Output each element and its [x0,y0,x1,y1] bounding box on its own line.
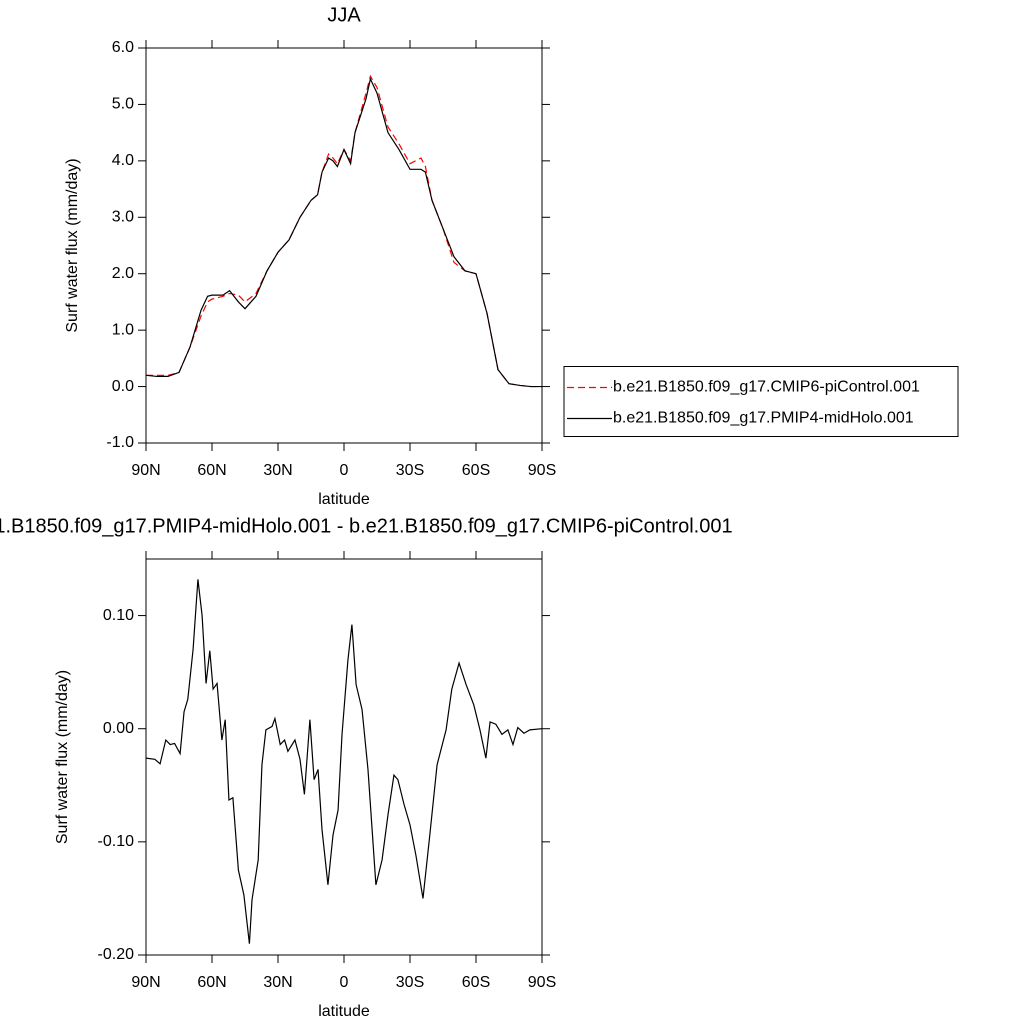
y-tick-label: 1.0 [112,321,134,338]
y-tick-label: 4.0 [112,152,134,169]
x-tick-label: 30S [396,462,424,479]
y-axis-label: Surf water flux (mm/day) [64,158,81,332]
x-tick-label: 30N [263,462,292,479]
y-tick-label: 6.0 [112,39,134,56]
plot-frame [145,47,543,444]
y-tick-label: 3.0 [112,209,134,226]
x-axis-label: latitude [318,491,370,508]
chart-title: JJA [327,4,361,26]
y-axis-label: Surf water flux (mm/day) [54,670,71,844]
x-tick-label: 60N [197,974,226,991]
x-tick-label: 0 [340,974,349,991]
legend-label: b.e21.B1850.f09_g17.CMIP6-piControl.001 [613,379,920,396]
x-axis-label: latitude [318,1003,370,1020]
x-tick-label: 90S [528,462,556,479]
y-tick-label: -0.20 [98,946,135,963]
x-tick-label: 60N [197,462,226,479]
y-tick-label: 0.0 [112,378,134,395]
data-line [145,77,542,388]
y-tick-label: 2.0 [112,265,134,282]
x-tick-label: 90S [528,974,556,991]
y-tick-label: -1.0 [106,434,134,451]
y-tick-label: 5.0 [112,96,134,113]
x-tick-label: 30S [396,974,424,991]
plot-frame [145,558,543,956]
chart-title: b.e21.B1850.f09_g17.PMIP4-midHolo.001 - … [0,515,733,537]
x-tick-label: 60S [462,462,490,479]
data-line [146,74,542,388]
data-line [145,579,543,944]
x-tick-label: 90N [131,974,160,991]
y-tick-label: -0.10 [98,833,135,850]
x-tick-label: 0 [340,462,349,479]
x-tick-label: 60S [462,974,490,991]
y-tick-label: 0.10 [103,607,134,624]
y-tick-label: 0.00 [103,720,134,737]
x-tick-label: 30N [263,974,292,991]
legend-box [563,366,959,437]
legend-label: b.e21.B1850.f09_g17.PMIP4-midHolo.001 [613,410,914,427]
x-tick-label: 90N [131,462,160,479]
